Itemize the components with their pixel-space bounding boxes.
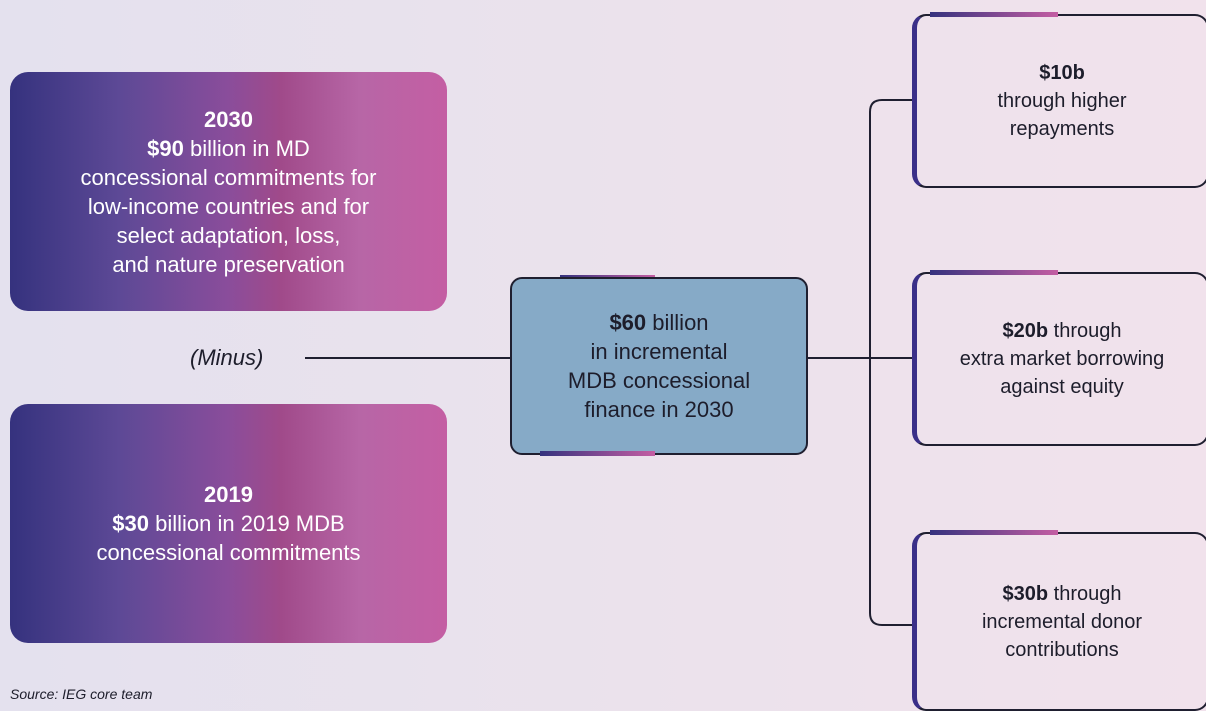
text: low-income countries and for xyxy=(87,193,370,219)
amount: $60 xyxy=(609,310,647,335)
operator: (Minus) xyxy=(190,345,264,370)
text: billion in MD xyxy=(190,135,310,161)
year: 2019 xyxy=(204,482,253,507)
amount: $30b xyxy=(1002,582,1049,605)
text: finance in 2030 xyxy=(584,397,734,422)
text: contributions xyxy=(1005,638,1119,661)
accent xyxy=(930,270,1058,275)
text: billion in 2019 MDB xyxy=(155,511,345,536)
source: Source: IEG core team xyxy=(10,686,153,702)
text: concessional commitments for xyxy=(80,164,377,190)
text: against equity xyxy=(1000,376,1124,398)
accent xyxy=(540,451,655,456)
right-box: $10b through higher repayments xyxy=(912,14,1206,188)
right-box: $30b through incremental donor contribut… xyxy=(912,532,1206,711)
text: extra market borrowing xyxy=(959,348,1165,370)
text: through xyxy=(1053,582,1122,605)
center-box: $60 billion in incremental MDB concessio… xyxy=(510,277,808,455)
text: concessional commitments xyxy=(96,540,361,565)
box-2030: 2030 $90 billion in MD concessional comm… xyxy=(10,72,447,311)
box-2019: 2019 $30 billion in 2019 MDB concessiona… xyxy=(10,404,447,643)
amount: $20b xyxy=(1002,320,1049,342)
right-box: $20b through extra market borrowing agai… xyxy=(912,272,1206,446)
connector xyxy=(869,99,912,626)
year: 2030 xyxy=(204,106,253,132)
text: and nature preservation xyxy=(112,251,345,277)
accent xyxy=(930,12,1058,17)
accent xyxy=(930,530,1058,535)
text: through xyxy=(1053,320,1122,342)
text: select adaptation, loss, xyxy=(116,222,341,248)
text: in incremental xyxy=(590,339,728,364)
text: repayments xyxy=(1009,118,1115,140)
text: through higher xyxy=(997,90,1127,112)
text: billion xyxy=(652,310,709,335)
amount: $90 xyxy=(147,135,184,161)
amount: $10b xyxy=(1039,62,1085,84)
text: MDB concessional xyxy=(567,368,751,393)
text: incremental donor xyxy=(981,610,1143,633)
amount: $30 xyxy=(112,511,150,536)
